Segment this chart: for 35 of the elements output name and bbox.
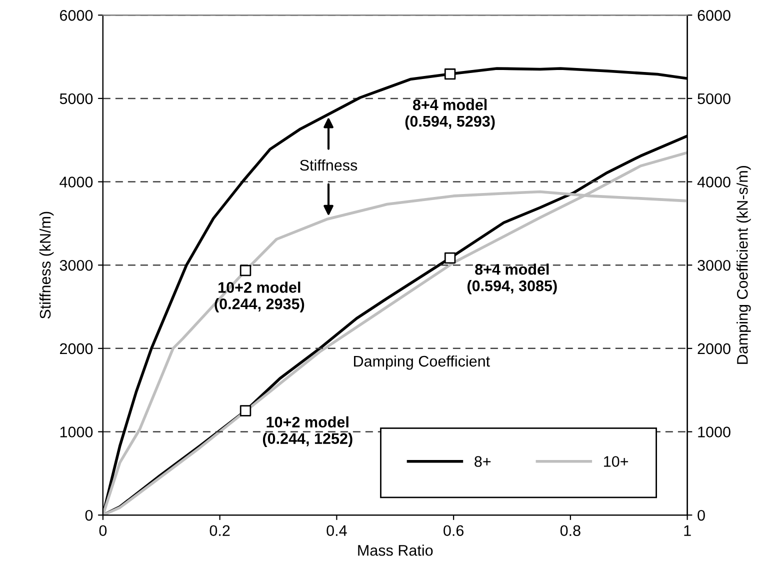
y-tick-label: 4000 [60,176,93,188]
x-tick-label: 0.8 [560,525,580,536]
x-axis-title: Mass Ratio [358,544,433,556]
x-tick-label: 0.6 [444,525,464,536]
annotation: 10+2 model (0.244, 2935) [214,282,304,312]
legend-label: 8+ [474,456,491,467]
y-axis-title: Stiffness (kN/m) [39,212,54,319]
x-tick-label: 0.2 [210,525,230,536]
legend-label: 10+ [604,456,628,467]
annotation: Stiffness [300,159,358,171]
y-tick-label: 2000 [60,343,93,354]
annotation: 8+4 model (0.594, 3085) [467,264,557,294]
point [240,405,252,416]
point [240,264,252,276]
y2-tick-label: 5000 [698,93,730,104]
y-tick-label: 6000 [60,10,93,21]
y2-tick-label: 1000 [698,426,730,438]
y-tick-label: 5000 [60,93,93,104]
y-tick-label: 1000 [60,426,93,438]
annotation: 8+4 model (0.594, 5293) [405,99,495,130]
annotation: Damping Coefficient [354,355,490,370]
x-tick-label: 1 [684,525,691,536]
point [444,252,456,264]
x-tick-label: 0 [99,525,107,536]
y-tick-label: 3000 [60,260,93,271]
y2-axis-title: Damping Coefficient (kN-s/m) [736,166,751,364]
y2-tick-label: 3000 [698,260,730,271]
point [444,68,456,80]
y2-tick-label: 4000 [697,176,730,188]
y2-tick-label: 6000 [698,10,730,21]
x-tick-label: 0.4 [326,525,347,536]
y-tick-label: 0 [85,510,93,521]
y2-tick-label: 2000 [698,343,730,354]
annotation: 10+2 model (0.244, 1252) [262,416,352,448]
y2-tick-label: 0 [698,510,705,521]
